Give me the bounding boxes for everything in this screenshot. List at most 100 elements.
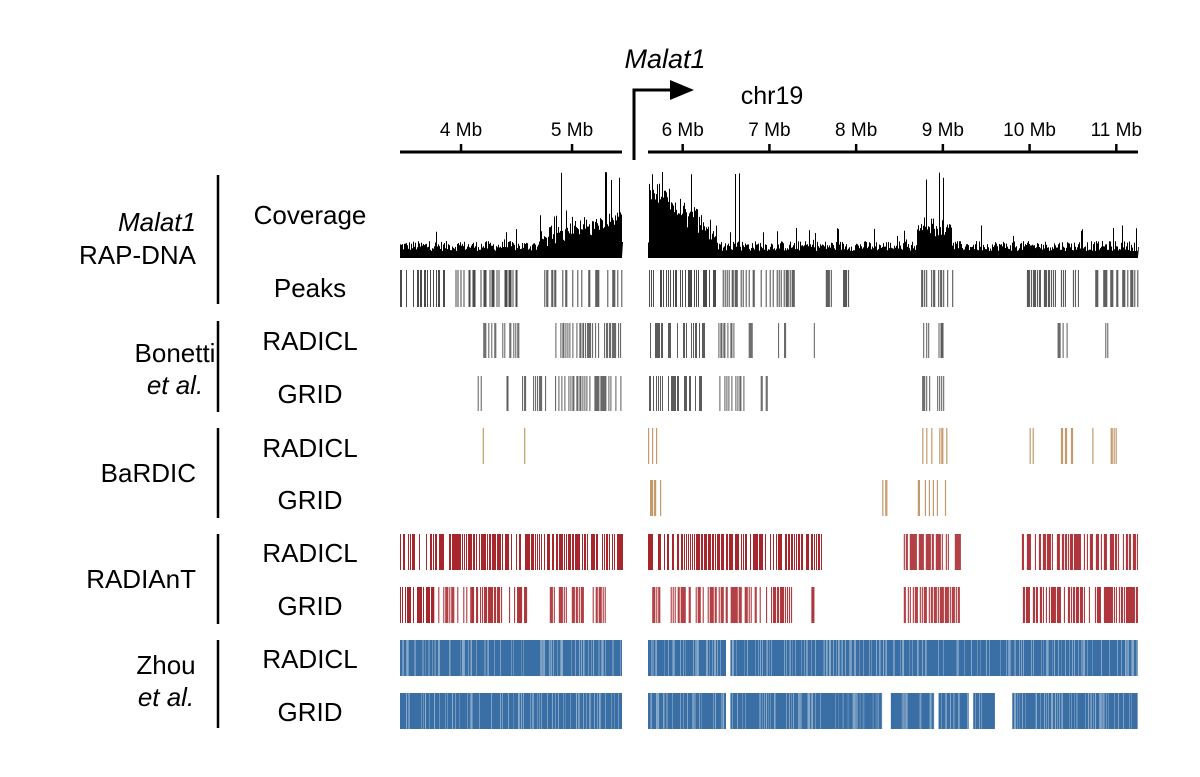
interval-bar (1089, 534, 1091, 570)
interval-gap (1074, 640, 1075, 676)
interval-bar (648, 428, 650, 464)
interval-gap (902, 693, 904, 729)
interval-bar (722, 534, 723, 570)
interval-gap (786, 640, 787, 676)
interval-bar (1057, 534, 1059, 570)
interval-gap (820, 693, 821, 729)
interval-gap (762, 693, 763, 729)
interval-bar (921, 587, 923, 623)
interval-bar (802, 534, 803, 570)
interval-gap (598, 640, 599, 676)
interval-bar (812, 534, 813, 570)
interval-bar (1067, 534, 1069, 570)
interval-gap (463, 640, 464, 676)
interval-bar (621, 534, 622, 570)
interval-bar (656, 587, 658, 623)
interval-bar (783, 587, 785, 623)
interval-bar (535, 376, 537, 411)
interval-bar (733, 323, 735, 358)
interval-bar (499, 587, 501, 623)
interval-bar (920, 534, 922, 570)
interval-gap (406, 693, 407, 729)
interval-gap (1048, 640, 1049, 676)
interval-bar (691, 323, 692, 358)
interval-bar (933, 270, 935, 307)
zhou-grid-track (400, 693, 1138, 729)
interval-bar (922, 428, 924, 464)
interval-bar (731, 376, 733, 411)
interval-bar (1045, 270, 1047, 307)
interval-bar (1079, 587, 1081, 623)
interval-bar (736, 534, 737, 570)
interval-gap (1031, 640, 1032, 676)
interval-bar (673, 376, 674, 411)
interval-bar (924, 376, 926, 411)
interval-gap (547, 693, 548, 729)
interval-bar (750, 323, 752, 358)
interval-bar (1132, 534, 1134, 570)
axis-tick-label: 11 Mb (1091, 120, 1142, 141)
interval-gap (429, 640, 430, 676)
interval-gap (1061, 640, 1062, 676)
interval-gap (1123, 693, 1124, 729)
interval-bar (598, 323, 600, 358)
interval-gap (786, 693, 787, 729)
interval-bar (1096, 534, 1098, 570)
interval-bar (924, 270, 926, 307)
interval-gap (605, 640, 606, 676)
interval-bar (498, 270, 500, 307)
interval-bar (754, 534, 755, 570)
interval-bar (1060, 428, 1063, 464)
interval-bar (594, 534, 595, 570)
interval-gap (656, 640, 657, 676)
interval-bar (541, 534, 542, 570)
interval-bar (1062, 270, 1064, 307)
interval-bar (560, 587, 562, 623)
interval-bar (1026, 587, 1028, 623)
interval-bar (427, 587, 428, 623)
interval-gap (693, 640, 694, 676)
interval-bar (403, 534, 404, 570)
interval-bar (520, 534, 521, 570)
interval-bar (491, 323, 493, 358)
interval-bar (470, 534, 471, 570)
interval-bar (454, 534, 455, 570)
interval-bar (613, 323, 615, 358)
interval-bar (1113, 587, 1115, 623)
interval-bar (1052, 270, 1054, 307)
interval-bar (923, 323, 925, 358)
interval-bar (1097, 270, 1099, 307)
interval-bar (500, 534, 501, 570)
interval-bar (699, 376, 700, 411)
interval-bar (656, 376, 657, 411)
interval-gap (950, 693, 951, 729)
interval-bar (1136, 534, 1138, 570)
interval-bar (558, 376, 560, 411)
interval-gap (695, 693, 696, 729)
interval-gap (852, 693, 854, 729)
interval-bar (903, 587, 905, 623)
interval-bar (683, 323, 684, 358)
interval-bar (958, 587, 960, 623)
interval-gap (434, 693, 435, 729)
interval-gap (571, 640, 572, 676)
interval-bar (712, 587, 714, 623)
interval-bar (1038, 534, 1040, 570)
interval-bar (496, 270, 498, 307)
interval-bar (563, 587, 565, 623)
interval-bar (672, 534, 673, 570)
interval-bar (923, 376, 925, 411)
interval-gap (929, 693, 931, 729)
interval-gap (745, 693, 746, 729)
interval-bar (551, 587, 553, 623)
interval-gap (769, 640, 770, 676)
interval-bar (1126, 587, 1128, 623)
interval-bar (937, 376, 939, 411)
interval-bar (444, 270, 445, 307)
interval-bar (468, 534, 469, 570)
interval-gap (1126, 640, 1127, 676)
interval-bar (649, 534, 650, 570)
interval-bar (400, 534, 401, 570)
group-label-radiant: RADIAnT (86, 564, 196, 594)
coverage-track (400, 172, 1139, 258)
